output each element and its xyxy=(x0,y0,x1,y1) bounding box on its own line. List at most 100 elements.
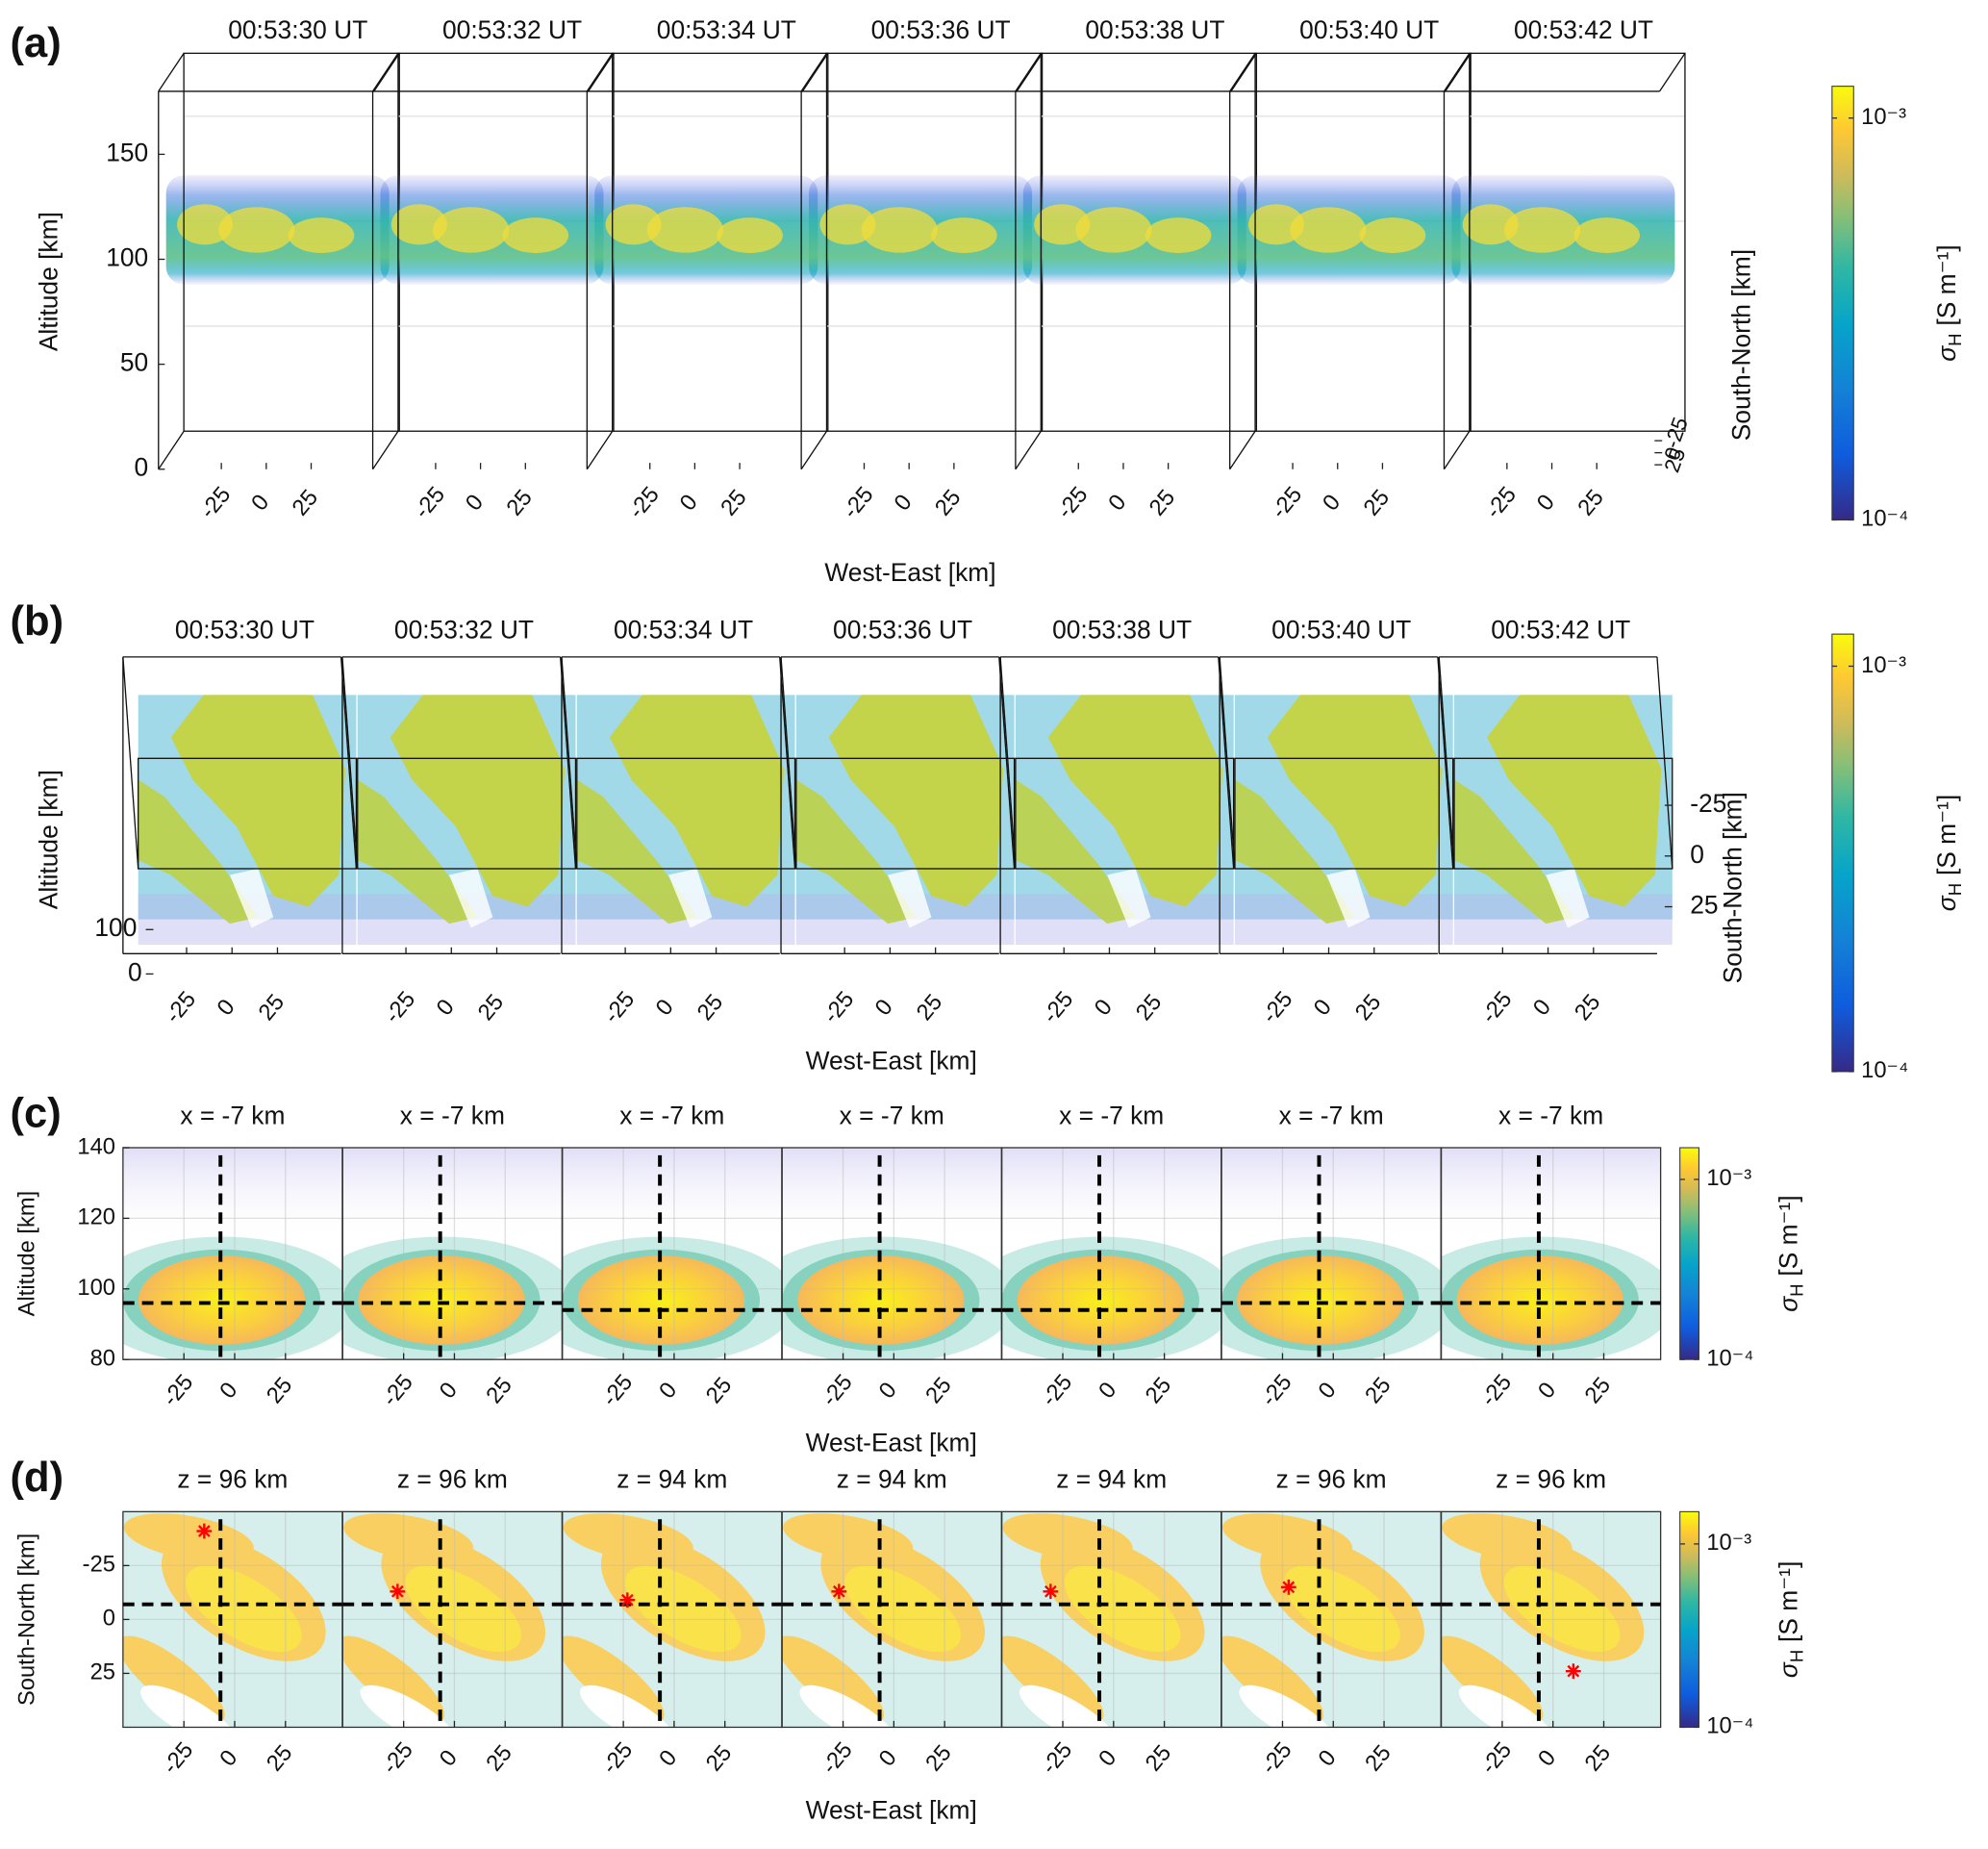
volume-render xyxy=(165,175,390,285)
y-tick-label: 80 xyxy=(90,1346,115,1371)
box-edge xyxy=(1229,430,1256,470)
subplot-title: z = 94 km xyxy=(617,1465,727,1494)
heatmap xyxy=(342,1148,563,1360)
subplot-title: z = 96 km xyxy=(397,1465,508,1494)
box-edge xyxy=(1229,53,1256,92)
volume-hotspot xyxy=(931,217,997,254)
subplot-title: x = -7 km xyxy=(1279,1101,1384,1129)
colorbar xyxy=(1831,633,1854,1073)
heatmap-core xyxy=(577,1255,745,1345)
heatmap xyxy=(782,1148,1002,1360)
volume-hotspot xyxy=(433,207,510,253)
heatmap xyxy=(342,1511,563,1728)
subplot-title: 00:53:32 UT xyxy=(394,615,534,644)
y-tick-label: 0 xyxy=(103,1607,115,1632)
box-edge xyxy=(1443,430,1471,470)
heatmap-core xyxy=(1456,1255,1623,1345)
heatmap-blob xyxy=(1064,1565,1181,1653)
heatmap-haze xyxy=(562,1148,782,1244)
y2-axis-label: South-North [km] xyxy=(1727,249,1756,441)
heatmap-blob xyxy=(1441,1635,1544,1724)
box-back xyxy=(357,757,577,870)
heatmap-blob xyxy=(360,1684,457,1728)
box-edge xyxy=(588,53,615,92)
y2-tick-label: 0 xyxy=(1690,840,1704,869)
box-edge xyxy=(1015,430,1042,470)
volume-hotspot xyxy=(288,217,355,254)
volume-hotspot xyxy=(1034,204,1091,245)
y2-axis-label: South-North [km] xyxy=(1718,792,1747,983)
box-back xyxy=(1234,757,1454,870)
volume-hotspot xyxy=(502,217,569,254)
subplot-title: 00:53:32 UT xyxy=(442,15,582,44)
panel-label: (d) xyxy=(11,1455,64,1501)
volume-hotspot xyxy=(1503,207,1581,253)
box-edge xyxy=(561,656,578,870)
colorbar-label-symbol: σ xyxy=(1774,1661,1802,1678)
volume-blob xyxy=(795,779,917,924)
marker-star xyxy=(390,1583,406,1600)
box-edge xyxy=(1218,656,1235,870)
volume-blob xyxy=(1047,695,1223,907)
colorbar-label-symbol: σ xyxy=(1932,345,1961,362)
box-edge xyxy=(1230,53,1257,92)
volume-blob xyxy=(576,779,697,924)
colorbar-label-symbol: σ xyxy=(1774,1296,1802,1312)
colorbar xyxy=(1679,1147,1699,1360)
panel-label: (c) xyxy=(11,1091,62,1137)
colorbar-label-unit: [S m⁻¹] xyxy=(1932,244,1961,325)
colorbar-tick-label: 10⁻⁴ xyxy=(1706,1714,1753,1739)
heatmap-core xyxy=(797,1255,965,1345)
heatmap-blob xyxy=(624,1565,742,1653)
heatmap-blob xyxy=(140,1684,238,1728)
volume-blob xyxy=(1546,868,1590,928)
subplot-title: 00:53:38 UT xyxy=(1085,15,1224,44)
subplot-title: x = -7 km xyxy=(840,1101,944,1129)
volume-render xyxy=(809,175,1033,285)
volume-hotspot xyxy=(390,204,447,245)
box-edge xyxy=(158,53,185,92)
y-tick-label: 100 xyxy=(106,242,148,271)
heatmap-blob xyxy=(1503,1565,1621,1653)
y-tick-label: 120 xyxy=(77,1205,115,1230)
colorbar-label-symbol: σ xyxy=(1932,895,1961,911)
colorbar-tick-label: 10⁻³ xyxy=(1706,1166,1751,1191)
x-axis-label: West-East [km] xyxy=(806,1428,977,1456)
heatmap-blob xyxy=(1239,1684,1336,1728)
colorbar-tick-label: 10⁻⁴ xyxy=(1706,1346,1753,1371)
heatmap-blob xyxy=(1019,1684,1117,1728)
y-axis-label: Altitude [km] xyxy=(14,1191,39,1317)
box-back xyxy=(576,757,796,870)
subplot-title: 00:53:36 UT xyxy=(871,15,1011,44)
heatmap xyxy=(562,1511,782,1728)
subplot-title: 00:53:36 UT xyxy=(833,615,972,644)
volume-blob xyxy=(448,868,493,928)
subplot-title: z = 96 km xyxy=(1276,1465,1387,1494)
box-edge xyxy=(372,430,399,470)
colorbar-label-unit: [S m⁻¹] xyxy=(1774,1195,1802,1276)
subplot-title: 00:53:30 UT xyxy=(175,615,315,644)
subplot-title: x = -7 km xyxy=(400,1101,505,1129)
marker-star xyxy=(196,1523,213,1539)
volume-render xyxy=(357,695,576,946)
subplot-title: z = 96 km xyxy=(177,1465,288,1494)
volume-render xyxy=(1234,695,1453,946)
heatmap-blob xyxy=(1284,1565,1400,1653)
volume-hotspot xyxy=(605,204,662,245)
colorbar-tick-label: 10⁻⁴ xyxy=(1861,507,1908,532)
volume-hotspot xyxy=(177,204,234,245)
subplot-title: z = 94 km xyxy=(1056,1465,1167,1494)
colorbar-tick-label: 10⁻⁴ xyxy=(1861,1058,1908,1083)
heatmap xyxy=(1001,1148,1221,1360)
heatmap-haze xyxy=(1441,1148,1661,1244)
subplot-title: x = -7 km xyxy=(1498,1101,1603,1129)
axes-frame xyxy=(1440,1147,1662,1360)
box-edge xyxy=(586,53,614,92)
volume-render xyxy=(380,175,604,285)
box-edge xyxy=(779,656,796,870)
y-tick-label: 0 xyxy=(135,453,149,482)
panel-label: (a) xyxy=(11,20,62,66)
y2-tick-label: 0 xyxy=(1659,444,1686,464)
subplot-title: 00:53:38 UT xyxy=(1052,615,1192,644)
volume-hotspot xyxy=(1145,217,1212,254)
